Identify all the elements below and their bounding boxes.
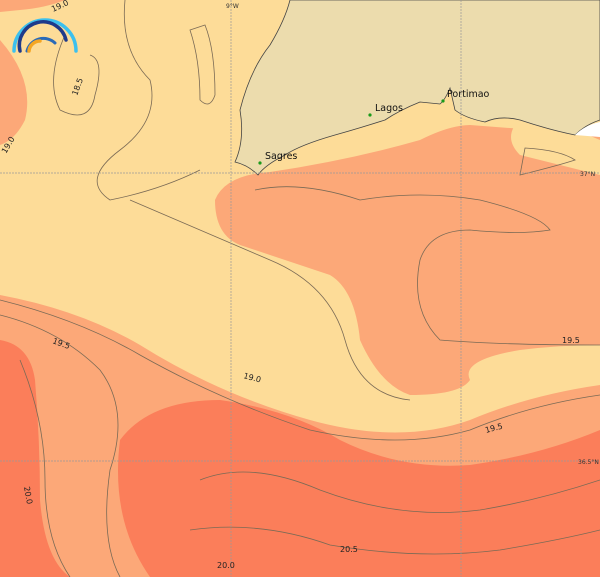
contour-label: 20.0 [22,486,34,505]
sea-mid-region [215,125,600,395]
town-marker-lagos[interactable] [368,113,372,117]
land-portugal [234,0,600,176]
sea-high-region [0,340,70,577]
lat-label-36-5: 36.5°N [578,459,599,466]
contour-label: 20.5 [340,545,358,554]
lat-label-37: 37°N [580,171,595,178]
sea-high-region [118,400,600,577]
town-label-sagres: Sagres [265,151,297,162]
sea-mid-region [0,40,28,145]
town-label-portimao: Portimao [447,89,490,100]
lon-label: 9°W [226,3,239,10]
contour-label: 19.0 [242,371,262,384]
town-marker-portimao[interactable] [441,99,445,103]
contour-label: 20.0 [217,561,235,570]
sea-mid-region [0,0,65,12]
town-marker-sagres[interactable] [258,161,262,165]
rainbow-arc-logo [12,18,78,53]
contour-label: 19.5 [484,422,504,435]
sea-low-region [511,124,600,175]
contour-label: 19.5 [562,336,580,345]
town-label-lagos: Lagos [375,103,403,114]
no-data-region [575,122,600,137]
